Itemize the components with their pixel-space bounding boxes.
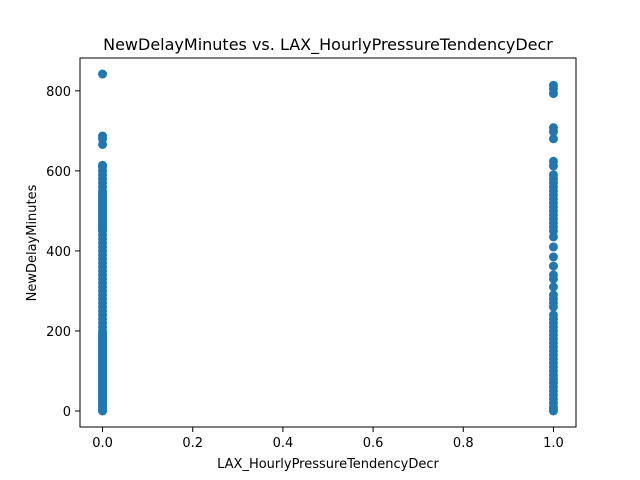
data-point — [548, 282, 558, 292]
y-tick-label: 400 — [46, 245, 71, 260]
y-axis-label: NewDelayMinutes — [25, 184, 40, 301]
x-tick-label: 0.6 — [363, 436, 384, 451]
y-tick-label: 600 — [46, 165, 71, 180]
data-point — [98, 69, 108, 79]
data-point — [98, 139, 108, 149]
chart-title: NewDelayMinutes vs. LAX_HourlyPressureTe… — [103, 35, 553, 55]
data-point — [548, 242, 558, 252]
plot-frame — [79, 57, 577, 428]
x-tick-label: 0.8 — [453, 436, 474, 451]
data-point — [548, 252, 558, 262]
x-tick-label: 0.0 — [92, 436, 113, 451]
y-axis: 0 200 400 600 800 — [46, 85, 80, 420]
x-tick-label: 0.2 — [182, 436, 203, 451]
x-axis: 0.0 0.2 0.4 0.6 0.8 1.0 — [92, 427, 564, 451]
y-tick-label: 800 — [46, 85, 71, 100]
data-point — [548, 161, 558, 171]
y-tick-label: 0 — [63, 405, 71, 420]
data-points — [98, 69, 558, 416]
data-point — [548, 134, 558, 144]
x-axis-label: LAX_HourlyPressureTendencyDecr — [217, 457, 439, 472]
x-tick-label: 0.4 — [273, 436, 294, 451]
data-point — [548, 302, 558, 312]
x-tick-label: 1.0 — [543, 436, 564, 451]
data-point — [548, 261, 558, 271]
data-point — [548, 232, 558, 242]
data-point — [548, 406, 558, 416]
data-point — [98, 406, 108, 416]
data-point — [548, 127, 558, 137]
data-point — [548, 89, 558, 99]
y-tick-label: 200 — [46, 325, 71, 340]
data-point — [548, 274, 558, 284]
